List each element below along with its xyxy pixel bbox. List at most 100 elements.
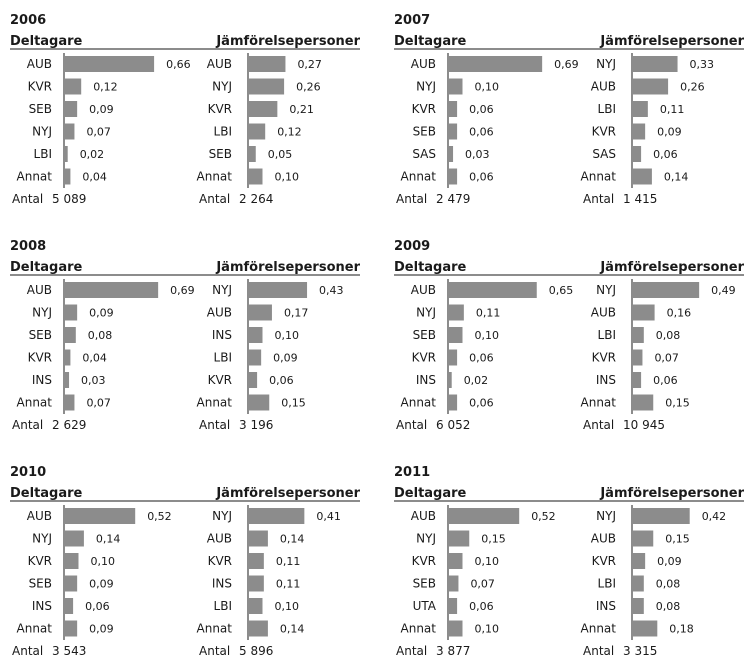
bar: [249, 101, 278, 117]
value-label: 0,10: [475, 329, 500, 342]
bar: [449, 530, 470, 547]
category-label: INS: [32, 599, 52, 613]
category-label: KVR: [592, 554, 616, 568]
value-label: 0,07: [86, 397, 111, 410]
value-label: 0,10: [475, 623, 500, 636]
value-label: 0,09: [657, 555, 682, 568]
category-label: KVR: [592, 125, 616, 139]
bar: [249, 372, 258, 388]
count-label: Antal: [12, 418, 43, 432]
value-label: 0,14: [280, 623, 305, 636]
category-label: INS: [596, 599, 616, 613]
bar: [633, 620, 658, 637]
category-label: AUB: [27, 509, 52, 523]
count-value: 3 196: [239, 418, 273, 432]
bar: [65, 123, 75, 140]
group-label-participants: Deltagare: [10, 34, 83, 49]
category-label: AUB: [591, 80, 616, 94]
category-label: KVR: [208, 373, 232, 387]
value-label: 0,16: [667, 307, 692, 320]
bar: [249, 598, 263, 614]
group-label-participants: Deltagare: [394, 486, 467, 501]
category-label: AUB: [411, 57, 436, 71]
value-label: 0,06: [269, 374, 294, 387]
count-label: Antal: [583, 644, 614, 658]
value-label: 0,07: [86, 126, 111, 139]
bar: [633, 146, 642, 162]
count-value: 5 089: [52, 192, 86, 206]
category-label: AUB: [207, 532, 232, 546]
category-label: LBI: [214, 351, 232, 365]
bar: [633, 598, 644, 614]
bar: [449, 372, 452, 388]
bar: [249, 530, 268, 547]
category-label: SEB: [413, 577, 436, 591]
count-value: 10 945: [623, 418, 665, 432]
panel-2011: 2011 Deltagare Jämförelsepersoner AUB 0,52 NY…: [394, 465, 745, 658]
bar: [65, 282, 159, 298]
group-label-comparison: Jämförelsepersoner: [599, 34, 744, 49]
category-label: Annat: [17, 396, 53, 410]
bar: [449, 123, 458, 140]
category-label: Annat: [17, 622, 53, 636]
bar: [65, 372, 70, 388]
category-label: AUB: [411, 283, 436, 297]
value-label: 0,43: [319, 284, 344, 297]
value-label: 0,14: [664, 171, 689, 184]
bar: [249, 123, 266, 140]
count-value: 3 877: [436, 644, 470, 658]
bar: [65, 304, 78, 321]
bar: [65, 553, 79, 569]
value-label: 0,69: [170, 284, 195, 297]
value-label: 0,15: [281, 397, 306, 410]
category-label: INS: [32, 373, 52, 387]
category-label: NYJ: [596, 283, 616, 297]
category-label: KVR: [208, 554, 232, 568]
category-label: Annat: [581, 396, 617, 410]
category-label: LBI: [598, 577, 616, 591]
value-label: 0,10: [275, 600, 300, 613]
bar: [249, 282, 308, 298]
bar: [449, 56, 543, 72]
category-label: INS: [596, 373, 616, 387]
category-label: Annat: [401, 170, 437, 184]
value-label: 0,11: [660, 103, 685, 116]
bar: [633, 56, 678, 72]
bar: [633, 349, 643, 366]
value-label: 0,07: [654, 352, 679, 365]
value-label: 0,06: [469, 352, 494, 365]
value-label: 0,11: [476, 307, 501, 320]
category-label: SEB: [29, 577, 52, 591]
count-value: 6 052: [436, 418, 470, 432]
count-value: 2 479: [436, 192, 470, 206]
bar: [633, 508, 690, 524]
category-label: KVR: [208, 102, 232, 116]
value-label: 0,09: [89, 623, 114, 636]
count-label: Antal: [12, 192, 43, 206]
value-label: 0,06: [469, 600, 494, 613]
category-label: INS: [212, 577, 232, 591]
count-label: Antal: [12, 644, 43, 658]
value-label: 0,11: [276, 555, 301, 568]
panel-title: 2011: [394, 465, 430, 480]
category-label: NYJ: [596, 509, 616, 523]
category-label: INS: [212, 328, 232, 342]
category-label: AUB: [411, 509, 436, 523]
bar: [633, 553, 646, 569]
category-label: KVR: [412, 102, 436, 116]
group-label-participants: Deltagare: [394, 260, 467, 275]
value-label: 0,09: [273, 352, 298, 365]
value-label: 0,08: [88, 329, 113, 342]
bar: [449, 304, 464, 321]
bar: [449, 508, 520, 524]
bar: [65, 530, 84, 547]
value-label: 0,10: [275, 329, 300, 342]
count-label: Antal: [396, 418, 427, 432]
category-label: Annat: [581, 622, 617, 636]
value-label: 0,08: [656, 578, 681, 591]
category-label: SAS: [592, 147, 616, 161]
bar: [449, 101, 458, 117]
bar: [65, 56, 155, 72]
value-label: 0,14: [280, 533, 305, 546]
